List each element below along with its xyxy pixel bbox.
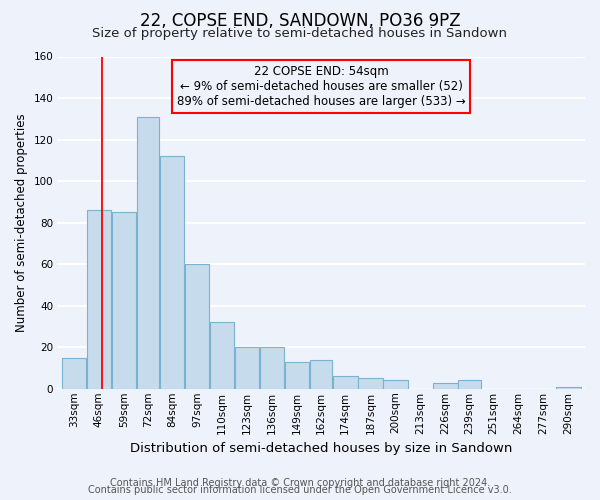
Text: 22 COPSE END: 54sqm
← 9% of semi-detached houses are smaller (52)
89% of semi-de: 22 COPSE END: 54sqm ← 9% of semi-detache… xyxy=(177,65,466,108)
Bar xyxy=(383,380,407,389)
Bar xyxy=(160,156,184,389)
Bar xyxy=(86,210,111,389)
Bar xyxy=(260,347,284,389)
Text: 22, COPSE END, SANDOWN, PO36 9PZ: 22, COPSE END, SANDOWN, PO36 9PZ xyxy=(140,12,460,30)
Bar xyxy=(112,212,136,389)
Bar xyxy=(358,378,383,389)
Text: Contains HM Land Registry data © Crown copyright and database right 2024.: Contains HM Land Registry data © Crown c… xyxy=(110,478,490,488)
Bar xyxy=(556,386,581,389)
Bar xyxy=(285,362,310,389)
Bar xyxy=(185,264,209,389)
Y-axis label: Number of semi-detached properties: Number of semi-detached properties xyxy=(15,114,28,332)
Text: Contains public sector information licensed under the Open Government Licence v3: Contains public sector information licen… xyxy=(88,485,512,495)
Bar xyxy=(235,347,259,389)
Bar xyxy=(310,360,332,389)
X-axis label: Distribution of semi-detached houses by size in Sandown: Distribution of semi-detached houses by … xyxy=(130,442,512,455)
Bar xyxy=(433,382,458,389)
Bar xyxy=(210,322,235,389)
Bar xyxy=(458,380,481,389)
Bar xyxy=(62,358,86,389)
Text: Size of property relative to semi-detached houses in Sandown: Size of property relative to semi-detach… xyxy=(92,28,508,40)
Bar xyxy=(137,116,159,389)
Bar xyxy=(333,376,358,389)
